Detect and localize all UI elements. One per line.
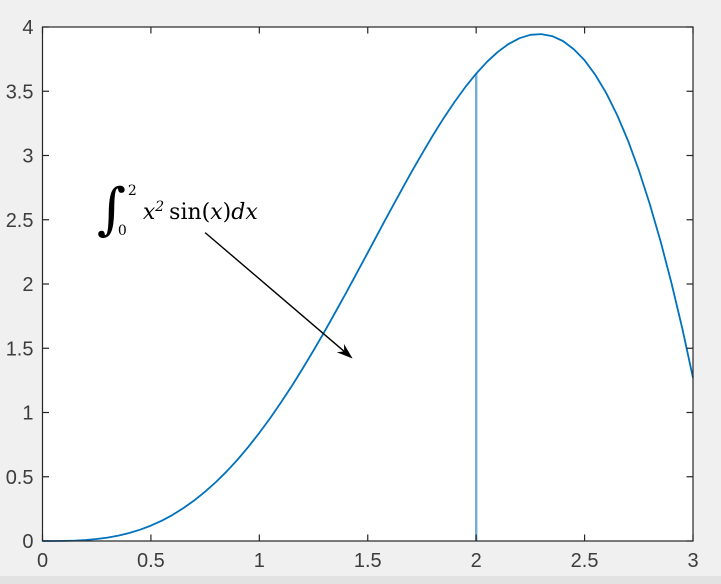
- x-tick-label: 1: [254, 550, 265, 572]
- y-tick-label: 1.5: [6, 338, 34, 360]
- x-tick-label: 2.5: [571, 550, 599, 572]
- integral-annotation: ∫ 2 0 x2 sin(x)dx: [96, 176, 258, 242]
- y-tick-label: 2: [22, 274, 33, 296]
- axes-background: [42, 27, 693, 541]
- integrand-close-paren: ): [222, 200, 232, 226]
- integral-upper-limit: 2: [127, 182, 137, 199]
- y-tick-label: 4: [22, 17, 33, 39]
- series-x^2*sin(x): [42, 33, 694, 542]
- integrand-var-x: x: [142, 200, 156, 226]
- x-tick-label: 2: [471, 550, 482, 572]
- annotation-arrow-line: [204, 232, 347, 354]
- integrand-sin-open: sin(: [169, 200, 211, 226]
- x-tick-label: 0: [37, 550, 48, 572]
- integral-sign-glyph: ∫: [96, 176, 126, 242]
- y-tick-label: 3.5: [6, 81, 34, 103]
- annotation-arrowhead-icon: [336, 344, 353, 359]
- x-tick-label: 3: [687, 550, 698, 572]
- y-tick-label: 0.5: [6, 467, 34, 489]
- integrand-exponent: 2: [155, 199, 165, 216]
- integral-lower-limit: 0: [117, 222, 127, 239]
- x-tick-label: 1.5: [354, 550, 382, 572]
- y-tick-label: 0: [22, 531, 33, 553]
- integrand-expression: x2 sin(x)dx: [143, 199, 258, 225]
- integral-limits: 2 0: [118, 182, 137, 239]
- integrand-dx: dx: [231, 200, 258, 226]
- y-tick-label: 3: [22, 146, 33, 168]
- x-tick-label: 0.5: [137, 550, 165, 572]
- y-tick-label: 2.5: [6, 210, 34, 232]
- window-bottom-edge: [0, 576, 721, 584]
- y-tick-label: 1: [22, 403, 33, 425]
- integrand-var-x2: x: [210, 200, 223, 226]
